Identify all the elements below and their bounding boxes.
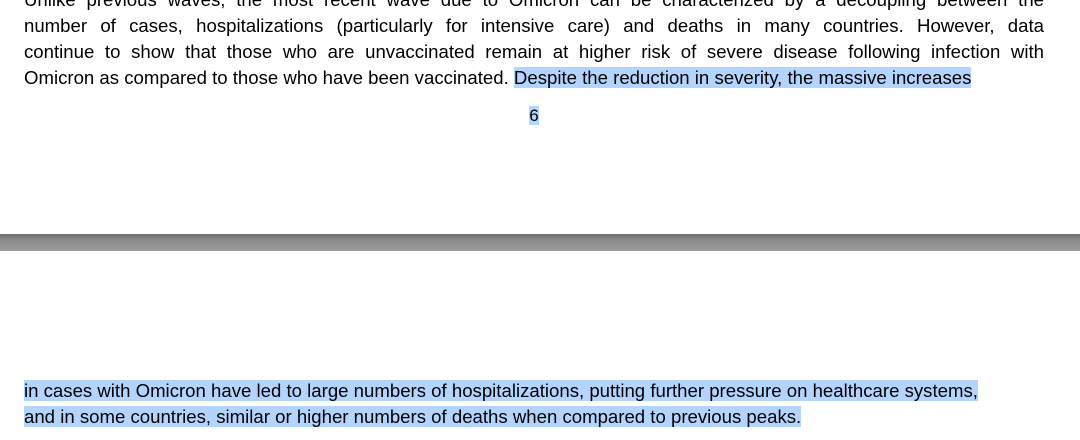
text-line-selected: in cases with Omicron have led to large …	[24, 380, 1044, 402]
document-page-6: Unlike previous waves, the most recent w…	[0, 0, 1068, 127]
page-separator	[0, 234, 1080, 251]
text-line-with-selection: Omicron as compared to those who have be…	[24, 67, 1044, 89]
text-line: number of cases, hospitalizations (parti…	[24, 15, 1044, 36]
text-line-selected: and in some countries, similar or higher…	[24, 406, 1044, 428]
text-plain: Omicron as compared to those who have be…	[24, 67, 509, 88]
selected-text[interactable]: Despite the reduction in severity, the m…	[513, 67, 972, 88]
page-number: 6	[0, 105, 1068, 127]
document-page-7: in cases with Omicron have led to large …	[0, 251, 1080, 440]
text-line: continue to show that those who are unva…	[24, 41, 1044, 62]
text-line-partial: Unlike previous waves, the most recent w…	[24, 0, 1044, 11]
selected-text[interactable]: and in some countries, similar or higher…	[24, 406, 802, 427]
selected-page-number[interactable]: 6	[529, 106, 539, 125]
selected-text[interactable]: in cases with Omicron have led to large …	[24, 380, 978, 401]
